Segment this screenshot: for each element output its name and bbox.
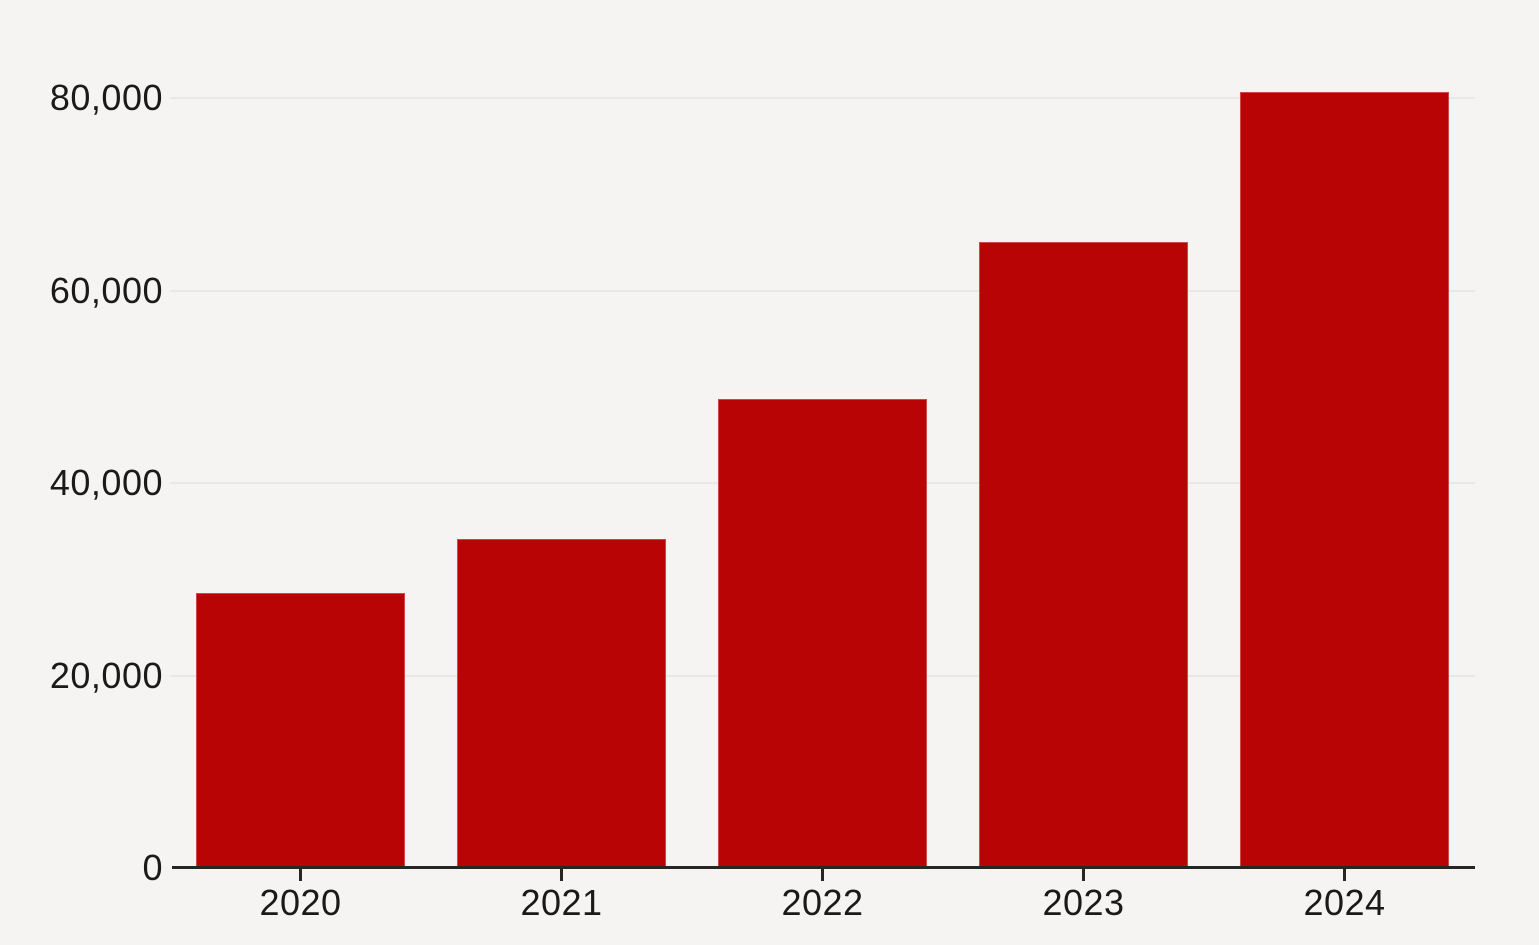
bar-2024 (1240, 92, 1449, 868)
x-tick-label: 2020 (259, 882, 342, 923)
x-tick-label: 2024 (1303, 882, 1386, 923)
y-tick-label: 80,000 (49, 77, 163, 118)
y-tick-label: 40,000 (49, 462, 163, 503)
x-tick-label: 2021 (520, 882, 603, 923)
x-tick (821, 869, 824, 881)
y-tick-label: 60,000 (49, 269, 163, 311)
x-tick-label: 2023 (1042, 882, 1125, 923)
gridline (170, 289, 1475, 292)
x-tick-label: 2022 (781, 882, 864, 923)
y-tick-label: 0 (142, 847, 163, 888)
x-tick (299, 869, 302, 881)
gridline (170, 97, 1475, 99)
x-tick (560, 869, 563, 881)
bar-2021 (457, 538, 666, 868)
bar-2023 (979, 242, 1188, 868)
bar-2022 (718, 399, 927, 868)
y-tick-label: 20,000 (49, 654, 163, 696)
x-tick (1343, 869, 1346, 881)
bar-2020 (196, 592, 405, 868)
x-tick (1082, 869, 1085, 881)
x-axis-line (172, 866, 1475, 869)
